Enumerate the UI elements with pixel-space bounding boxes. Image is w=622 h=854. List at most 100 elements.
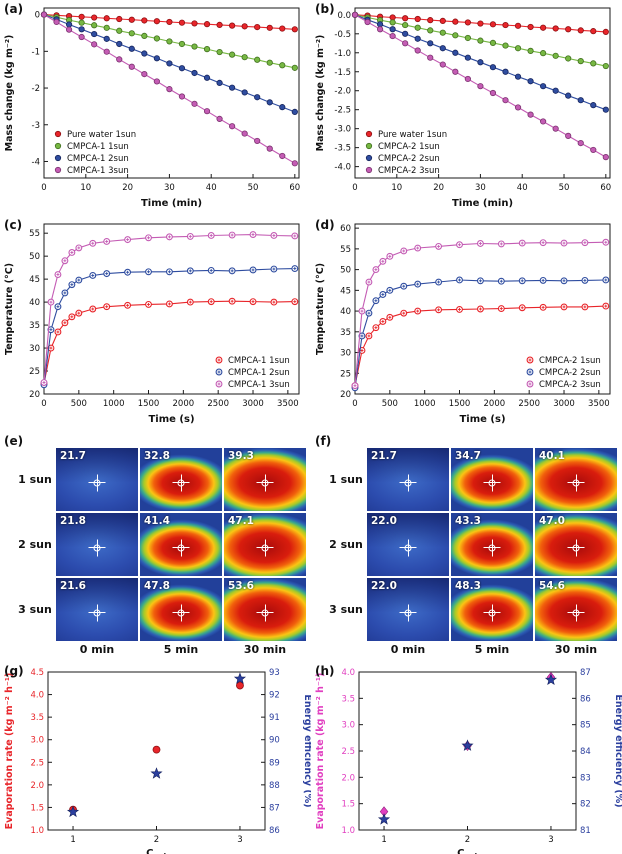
thermal-image: 41.4 xyxy=(140,513,222,576)
legend: Pure water 1sun CMPCA-1 1sun CMPCA-1 2sun C… xyxy=(54,130,136,176)
svg-text:30: 30 xyxy=(164,183,175,193)
svg-text:92: 92 xyxy=(269,691,280,701)
svg-text:-2.5: -2.5 xyxy=(334,106,351,116)
panel-letter-h: (h) xyxy=(315,664,335,678)
svg-text:55: 55 xyxy=(29,229,40,239)
chart-rate-efficiency-cmpca2: 1 2 3 1.0 1.5 2.0 2.5 3.0 3.5 4.0 81 82 83 84 85 86 87 Co… xyxy=(315,668,622,854)
temperature-reading: 21.6 xyxy=(60,580,86,592)
crosshair-icon xyxy=(259,606,272,619)
temperature-reading: 43.3 xyxy=(455,515,481,527)
temperature-reading: 22.0 xyxy=(371,515,397,527)
series-cmpca-2-3sun xyxy=(351,11,609,161)
svg-text:1000: 1000 xyxy=(414,399,436,409)
panel-a: (a) 0 10 20 30 40 50 60 0 -1 -2 -3 -4 Time (min) Mass… xyxy=(0,0,311,216)
axes: 1 2 3 1.0 1.5 2.0 2.5 3.0 3.5 4.0 81 82 83 84 85 86 87 Co… xyxy=(315,668,622,854)
crosshair-icon xyxy=(570,606,583,619)
crosshair-icon xyxy=(486,476,499,489)
svg-text:25: 25 xyxy=(29,367,40,377)
thermal-row-label: 1 sun xyxy=(18,473,52,486)
row-rate-efficiency-charts: (g) 1 2 3 1.0 1.5 2.0 2.5 3.0 3.5 4.0 4.5 86 87 88 89 9… xyxy=(0,662,622,854)
thermal-col-label: 30 min xyxy=(554,643,598,656)
series-energy-efficiency xyxy=(377,673,558,825)
crosshair-icon xyxy=(259,476,272,489)
svg-text:40: 40 xyxy=(517,183,528,193)
svg-text:500: 500 xyxy=(382,399,398,409)
svg-text:1.5: 1.5 xyxy=(30,803,44,813)
svg-text:-3: -3 xyxy=(32,121,40,131)
panel-d: (d) 0 500 1000 1500 2000 2500 3000 3500 20 25 30 35… xyxy=(311,216,622,432)
crosshair-icon xyxy=(402,606,415,619)
chart-mass-change-cmpca1: 0 10 20 30 40 50 60 0 -1 -2 -3 -4 Time (min) Mass cha… xyxy=(4,7,300,209)
series-cmpca-1-3sun xyxy=(40,231,299,386)
svg-text:-4: -4 xyxy=(32,157,40,167)
thermal-image: 53.6 xyxy=(224,578,306,641)
crosshair-icon xyxy=(402,476,415,489)
svg-text:Temperature (°C): Temperature (°C) xyxy=(4,263,15,355)
svg-text:50: 50 xyxy=(29,252,40,262)
svg-text:0: 0 xyxy=(352,183,357,193)
thermal-row: 2 sun 22.0 43.3 47.0 xyxy=(325,513,622,576)
svg-text:3.0: 3.0 xyxy=(30,736,44,746)
svg-text:20: 20 xyxy=(340,390,351,400)
series-evaporation-rate xyxy=(69,681,244,814)
panel-b: (b) 0 10 20 30 40 50 60 0.0 -0.5 -1.0 -1.5 -2.0 -2.5… xyxy=(311,0,622,216)
thermal-image: 47.1 xyxy=(224,513,306,576)
thermal-image: 22.0 xyxy=(367,513,449,576)
svg-text:CMPCA-2 1sun: CMPCA-2 1sun xyxy=(539,356,601,366)
svg-text:40: 40 xyxy=(29,298,40,308)
chart-mass-change-cmpca2: 0 10 20 30 40 50 60 0.0 -0.5 -1.0 -1.5 -2.0 -2.5 -3.0… xyxy=(315,7,611,209)
svg-text:20: 20 xyxy=(433,183,444,193)
thermal-row-label: 2 sun xyxy=(18,538,52,551)
svg-text:1000: 1000 xyxy=(103,399,125,409)
thermal-row-label: 1 sun xyxy=(329,473,363,486)
panel-letter-d: (d) xyxy=(315,218,335,232)
panel-h: (h) 1 2 3 1.0 1.5 2.0 2.5 3.0 3.5 4.0 81 82 83 84 85 86… xyxy=(311,662,622,854)
series-cmpca-1-1sun xyxy=(40,11,298,71)
svg-text:1.5: 1.5 xyxy=(341,800,355,810)
svg-text:4.0: 4.0 xyxy=(30,691,44,701)
svg-text:Pure water 1sun: Pure water 1sun xyxy=(67,130,136,140)
svg-text:85: 85 xyxy=(580,721,591,731)
series-cmpca-1-2sun xyxy=(40,265,299,389)
svg-text:50: 50 xyxy=(559,183,570,193)
svg-text:1.0: 1.0 xyxy=(30,826,44,836)
svg-text:Evaporation rate (kg m⁻² h⁻¹): Evaporation rate (kg m⁻² h⁻¹) xyxy=(315,673,326,830)
svg-text:40: 40 xyxy=(206,183,217,193)
svg-text:60: 60 xyxy=(340,224,351,234)
svg-text:-1.0: -1.0 xyxy=(334,49,351,59)
temperature-reading: 47.8 xyxy=(144,580,170,592)
crosshair-icon xyxy=(91,476,104,489)
svg-text:Time (min): Time (min) xyxy=(141,198,202,209)
svg-text:-0.5: -0.5 xyxy=(334,30,351,40)
temperature-reading: 48.3 xyxy=(455,580,481,592)
svg-text:3.0: 3.0 xyxy=(341,721,355,731)
svg-text:45: 45 xyxy=(340,286,351,296)
svg-text:4.5: 4.5 xyxy=(30,668,44,678)
row-temperature-charts: (c) 0 500 1000 1500 2000 2500 3000 3500 20 25 30 35… xyxy=(0,216,622,432)
thermal-row: 1 sun 21.7 32.8 39.3 xyxy=(14,448,311,511)
row-mass-charts: (a) 0 10 20 30 40 50 60 0 -1 -2 -3 -4 Time (min) Mass… xyxy=(0,0,622,216)
crosshair-icon xyxy=(570,476,583,489)
thermal-image: 43.3 xyxy=(451,513,533,576)
svg-text:91: 91 xyxy=(269,713,280,723)
svg-text:2500: 2500 xyxy=(207,399,229,409)
crosshair-icon xyxy=(570,541,583,554)
svg-text:CMPCA-2 2sun: CMPCA-2 2sun xyxy=(539,368,601,378)
row-thermal-images: (e) 1 sun 21.7 32.8 39.3 2 sun 21.8 41.4 47.1 3 … xyxy=(0,432,622,662)
svg-text:86: 86 xyxy=(269,826,280,836)
svg-text:3: 3 xyxy=(548,835,553,845)
svg-text:89: 89 xyxy=(269,758,280,768)
svg-text:-1.5: -1.5 xyxy=(334,68,351,78)
svg-text:3500: 3500 xyxy=(588,399,610,409)
chart-temperature-cmpca2: 0 500 1000 1500 2000 2500 3000 3500 20 25 30 35 40 45… xyxy=(315,223,611,425)
thermal-image: 54.6 xyxy=(535,578,617,641)
svg-text:0: 0 xyxy=(35,11,40,21)
svg-text:2.0: 2.0 xyxy=(341,773,355,783)
legend: CMPCA-1 1sun CMPCA-1 2sun CMPCA-1 3sun xyxy=(215,356,290,390)
svg-text:25: 25 xyxy=(340,369,351,379)
svg-text:1500: 1500 xyxy=(138,399,160,409)
panel-f: (f) 1 sun 21.7 34.7 40.1 2 sun 22.0 43.3 47.0 3 … xyxy=(311,432,622,662)
series-energy-efficiency xyxy=(66,672,247,818)
svg-text:35: 35 xyxy=(29,321,40,331)
